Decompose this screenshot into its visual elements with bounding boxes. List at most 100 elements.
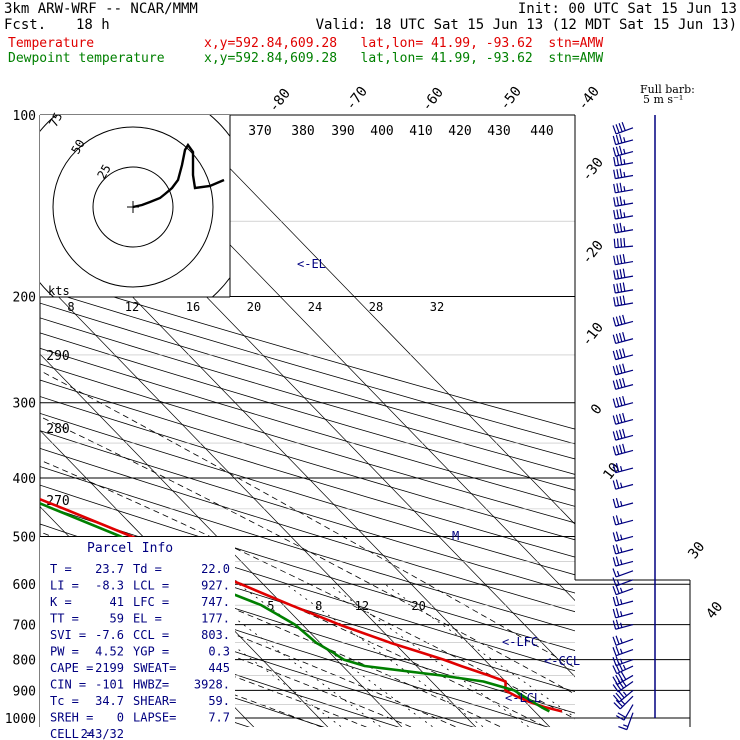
parcel-info-key: K = (50, 595, 72, 609)
wind-barb-staff (618, 689, 634, 703)
wind-barb (612, 145, 634, 157)
wind-barb-flag (615, 479, 620, 489)
isotherm-line (177, 115, 575, 525)
wind-barb-flag (612, 334, 617, 344)
wind-barb-staff (615, 587, 634, 596)
wind-barb-flag (613, 702, 621, 710)
wind-barb-flag (616, 283, 620, 293)
mixing-ratio-line (189, 583, 382, 727)
wind-barb-flag (612, 608, 617, 618)
hodograph-speed-tick: 12 (125, 300, 139, 314)
hodograph-trace (132, 142, 225, 209)
model-title: 3km ARW-WRF -- NCAR/MMM (4, 1, 198, 17)
wind-barb-flag (616, 238, 619, 248)
wind-barb-flag (615, 463, 620, 473)
wind-barb (615, 704, 634, 721)
pressure-tick-label: 800 (13, 654, 36, 669)
wind-barb-flag (619, 622, 623, 628)
isotherm-label: -50 (497, 84, 525, 114)
parcel-info-value: 445 (208, 661, 230, 675)
wind-barb (613, 268, 634, 280)
wind-barb-flag (619, 182, 623, 192)
wind-barb-flag (622, 428, 626, 438)
parcel-info-background (40, 537, 235, 727)
wind-barb-flag (618, 725, 628, 731)
wind-barb (612, 568, 634, 578)
dry-adiabat-line (40, 302, 575, 460)
wind-barb (612, 608, 634, 619)
parcel-info-key: CCL = (133, 628, 169, 642)
wind-barb (612, 332, 634, 344)
wind-barb-flag (619, 269, 623, 279)
el-marker: <-EL (297, 257, 326, 271)
wind-barb-flag (612, 516, 617, 526)
wind-barb-flag (615, 134, 620, 144)
parcel-info-value: 747. (201, 595, 230, 609)
dry-adiabat-line (40, 412, 575, 576)
mixing-ratio-line (285, 583, 485, 727)
wind-barb-flag (615, 379, 620, 389)
wind-barb (613, 295, 634, 307)
moist-adiabat-line (40, 370, 575, 669)
wind-barb-flag (613, 284, 616, 294)
wind-barb-flag (619, 587, 623, 593)
parcel-info-value: -101 (95, 678, 124, 692)
moist-adiabat-line (40, 459, 575, 720)
wind-barb-flag (613, 270, 616, 280)
wind-barb-flag (619, 638, 623, 644)
parcel-info-key: LCL = (133, 579, 169, 593)
wind-barb-flag (612, 586, 617, 595)
wind-barb (612, 655, 634, 667)
wind-barb-flag (618, 332, 623, 342)
hodograph-speed-tick: 28 (369, 300, 383, 314)
wind-barb-flag (612, 415, 617, 425)
wind-barb-flag (619, 208, 623, 218)
wind-barb-staff (615, 624, 634, 630)
wind-barb-flag (615, 619, 620, 629)
parcel-info-key: Tc = (50, 694, 79, 708)
forecast-hour: 18 h (76, 17, 110, 33)
wind-barb (612, 463, 634, 474)
wind-barb (612, 479, 634, 490)
wind-barbs (612, 115, 656, 731)
dry-adiabat-line (40, 430, 575, 594)
dry-adiabat-label: 290 (46, 349, 69, 364)
wind-barb-flag (615, 596, 620, 606)
isotherm-label: 0 (588, 401, 606, 417)
parcel-info-value: 7.7 (208, 711, 230, 725)
dry-adiabat-label: 390 (331, 124, 354, 139)
wind-barb-flag (621, 121, 626, 131)
wind-barb-staff (617, 674, 634, 685)
wind-barb-flag (612, 431, 617, 441)
mixing-ratio-label: 12 (355, 599, 369, 613)
dry-adiabat-line (40, 317, 575, 475)
wind-barb-flag (615, 497, 620, 507)
parcel-info-key: EL = (133, 612, 162, 626)
isotherm-line (40, 277, 477, 727)
wind-barb-flag (613, 255, 616, 265)
wind-barb (618, 712, 634, 731)
wind-barb-flag (612, 694, 620, 703)
parcel-info-panel: Parcel Info T = 23.7 Td = 22.0 LI = -8.3 LCL = 9… (40, 537, 235, 740)
wind-barb-flag (620, 700, 626, 705)
dry-adiabat-line (40, 288, 575, 445)
wind-barb-flag (618, 413, 623, 423)
hodograph-rings (40, 115, 230, 297)
moist-adiabat-line (40, 605, 368, 727)
wind-barb-flag (616, 209, 620, 219)
pressure-tick-label: 1000 (5, 712, 36, 727)
isotherm-label: -70 (343, 84, 371, 114)
dry-adiabat-label: 400 (370, 124, 393, 139)
wind-barb-flag (619, 168, 623, 178)
dewpoint-profile (40, 501, 551, 713)
wind-barb-flag (616, 183, 620, 193)
parcel-info-key: CAPE = (50, 661, 93, 675)
pressure-tick-label: 600 (13, 578, 36, 593)
wind-barb-flag (615, 556, 620, 566)
pressure-tick-label: 100 (13, 109, 36, 124)
wind-barb (612, 584, 634, 596)
wind-barb (612, 619, 634, 630)
wind-barb-flag (619, 282, 623, 292)
dry-adiabat-line (40, 447, 575, 613)
